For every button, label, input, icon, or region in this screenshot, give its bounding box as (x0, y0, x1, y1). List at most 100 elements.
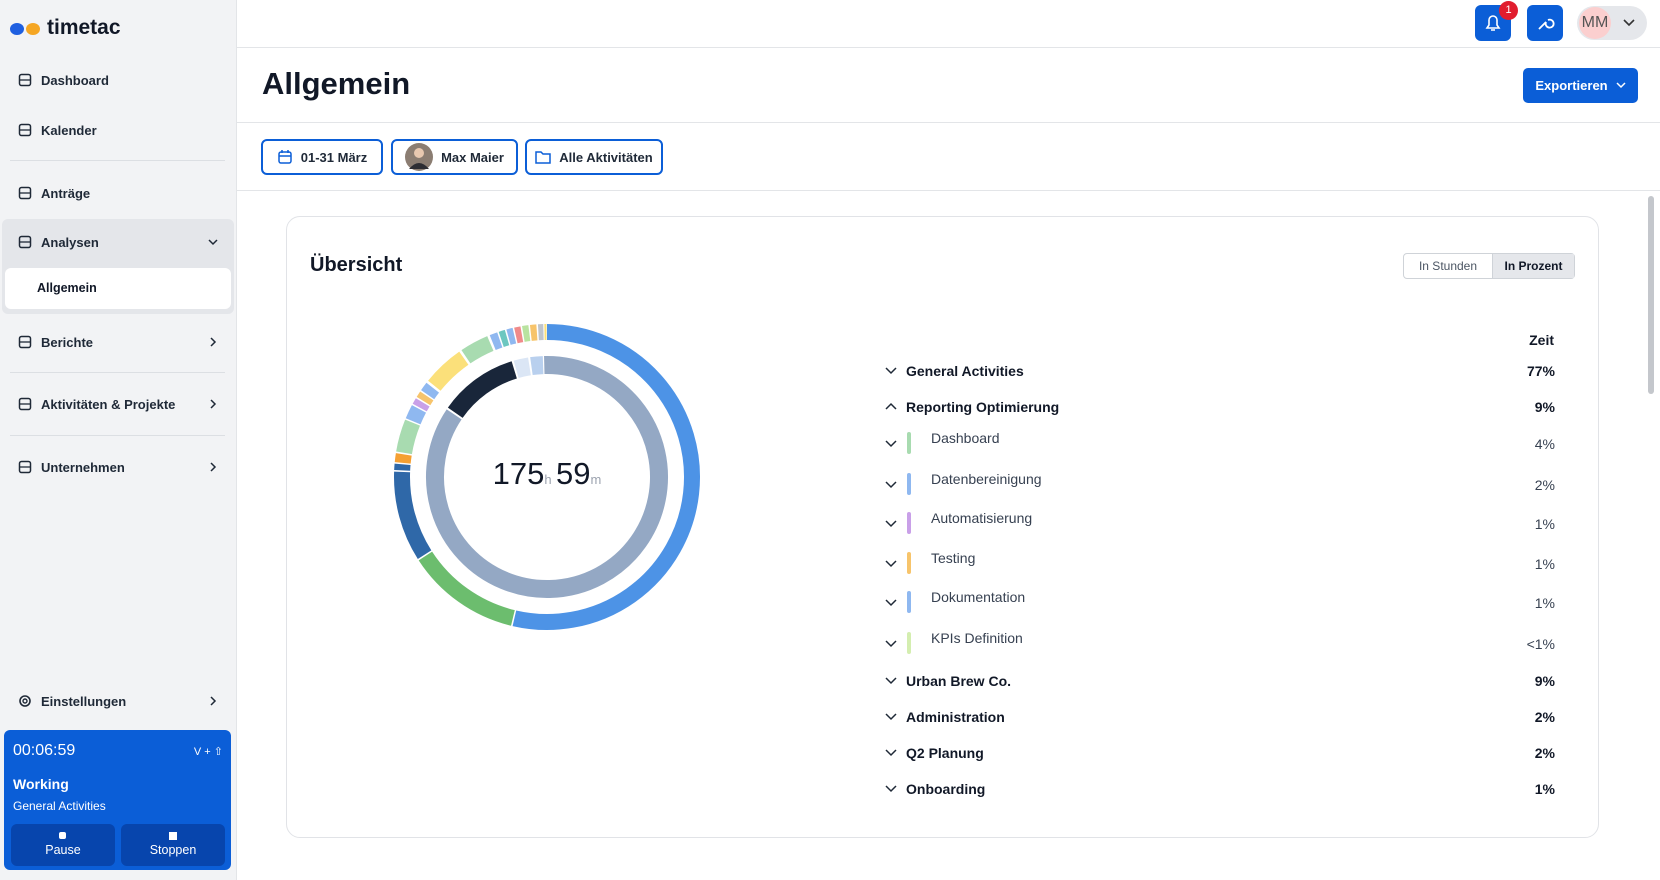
donut-segment (512, 324, 700, 630)
chevron (885, 520, 897, 528)
donut-segment (514, 326, 524, 344)
toggle: In Stunden In Prozent (1403, 253, 1575, 279)
submenu-item[interactable] (5, 268, 231, 309)
nav-item[interactable]: Anträge (18, 183, 90, 203)
icon (18, 186, 32, 200)
nav-item[interactable]: Dashboard (18, 70, 109, 90)
icon (18, 335, 32, 349)
scrollbar-thumb[interactable] (1648, 196, 1654, 394)
chevron (210, 696, 217, 706)
activity-row[interactable]: Automatisierung 1% (885, 509, 1555, 534)
icon (18, 123, 32, 137)
toggle-option[interactable]: In Prozent (1492, 254, 1574, 278)
export-button[interactable]: Exportieren (1523, 68, 1638, 103)
activity-row[interactable]: Onboarding 1% (885, 777, 1555, 801)
donut-segment (529, 324, 538, 341)
color-bar (907, 552, 911, 574)
timer-time: 00:06:59 (13, 742, 76, 759)
filter-label: Max Maier (441, 149, 504, 165)
nav-label: Aktivitäten & Projekte (41, 396, 176, 412)
button-label: Stoppen (149, 843, 197, 857)
page-title: Allgemein (262, 66, 411, 101)
activity-row[interactable]: Datenbereinigung 2% (885, 470, 1555, 495)
user-filter[interactable]: Max Maier (391, 139, 518, 175)
color-bar (907, 591, 911, 613)
icon (18, 397, 32, 411)
submenu-label: Allgemein (37, 281, 97, 295)
row-name: KPIs Definition (931, 630, 1023, 646)
date-filter[interactable]: 01-31 März (261, 139, 383, 175)
stop-button[interactable]: Stoppen (121, 824, 225, 866)
chevron (885, 599, 897, 607)
button-label: Exportieren (1535, 78, 1608, 93)
activity-row[interactable]: Urban Brew Co. 9% (885, 669, 1555, 693)
donut-segment (513, 357, 532, 379)
chevron (210, 337, 217, 347)
nav-label: Dashboard (41, 72, 109, 88)
nav-item[interactable]: Aktivitäten & Projekte (18, 394, 175, 414)
overview-card (286, 216, 1599, 838)
timer-status: Working (13, 776, 69, 792)
nav-item[interactable]: Einstellungen (18, 691, 126, 711)
activity-row[interactable]: General Activities 77% (885, 359, 1555, 383)
chevron (885, 785, 897, 793)
activity-row[interactable]: Q2 Planung 2% (885, 741, 1555, 765)
nav-item[interactable]: Unternehmen (18, 457, 125, 477)
tools-button[interactable] (1527, 5, 1563, 41)
row-name: Onboarding (906, 781, 986, 797)
nav-label: Analysen (41, 234, 99, 250)
user-menu[interactable]: MM (1577, 6, 1647, 40)
activity-filter[interactable]: Alle Aktivitäten (525, 139, 663, 175)
filter-label: 01-31 März (300, 149, 368, 165)
timer-activity: General Activities (13, 799, 106, 813)
row-value: 1% (1534, 595, 1555, 611)
nav-label: Kalender (41, 122, 97, 138)
unit: m (590, 472, 602, 487)
donut-segment (396, 419, 421, 455)
icon (18, 73, 32, 87)
badge: 1 (1499, 1, 1518, 20)
logo-icon (10, 23, 40, 35)
color-bar (907, 432, 911, 454)
total-minutes: 59 (556, 456, 591, 491)
activity-row[interactable]: Dashboard 4% (885, 429, 1555, 454)
chevron (885, 640, 897, 648)
row-name: Dokumentation (931, 589, 1026, 605)
nav-item[interactable]: Kalender (18, 120, 97, 140)
donut-segment (489, 332, 503, 350)
icon (1485, 15, 1501, 31)
row-name: Reporting Optimierung (906, 399, 1060, 415)
activity-row[interactable]: Administration 2% (885, 705, 1555, 729)
chevron (885, 749, 897, 757)
activity-row[interactable]: Reporting Optimierung 9% (885, 395, 1555, 419)
chevron (210, 462, 217, 472)
donut-segment (428, 351, 469, 391)
nav-item[interactable]: Analysen (18, 232, 99, 252)
row-name: Q2 Planung (906, 745, 984, 761)
nav-item[interactable]: Berichte (18, 332, 93, 352)
activity-row[interactable]: Dokumentation 1% (885, 588, 1555, 613)
avatar-photo (405, 143, 434, 171)
row-value: 1% (1534, 781, 1555, 797)
sidebar: timetac Allgemein Einstellungen 00:06:59… (0, 0, 237, 880)
color-bar (907, 473, 911, 495)
row-value: 9% (1534, 673, 1555, 689)
header-border (237, 47, 1660, 48)
chevron (885, 677, 897, 685)
row-value: 9% (1534, 399, 1555, 415)
donut-segment (416, 391, 434, 406)
toggle-option[interactable]: In Stunden (1418, 259, 1478, 273)
icon (18, 235, 32, 249)
pause-button[interactable]: Pause (11, 824, 115, 866)
donut-segment (421, 382, 440, 400)
chevron (885, 367, 897, 375)
icon (278, 150, 292, 164)
activity-row[interactable]: Testing 1% (885, 549, 1555, 574)
nav-label: Einstellungen (41, 693, 127, 709)
donut-segment (412, 398, 430, 412)
icon (19, 695, 31, 707)
shortcut: V + ⇧ (193, 746, 223, 758)
activity-row[interactable]: KPIs Definition <1% (885, 629, 1555, 654)
donut-segment (522, 325, 531, 342)
color-bar (907, 512, 911, 534)
